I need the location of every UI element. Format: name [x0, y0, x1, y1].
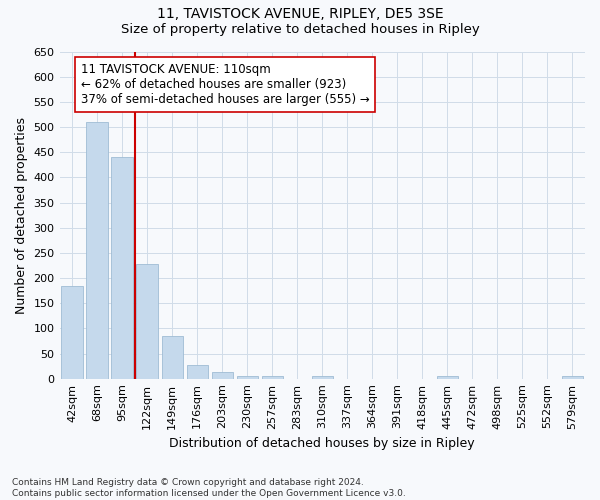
Bar [136, 264, 158, 378]
Bar [311, 376, 333, 378]
Bar [262, 376, 283, 378]
Bar [187, 364, 208, 378]
Bar [112, 157, 133, 378]
Bar [86, 122, 108, 378]
Bar [562, 376, 583, 378]
Bar [437, 376, 458, 378]
Bar [161, 336, 183, 378]
X-axis label: Distribution of detached houses by size in Ripley: Distribution of detached houses by size … [169, 437, 475, 450]
Bar [212, 372, 233, 378]
Text: 11 TAVISTOCK AVENUE: 110sqm
← 62% of detached houses are smaller (923)
37% of se: 11 TAVISTOCK AVENUE: 110sqm ← 62% of det… [80, 63, 370, 106]
Y-axis label: Number of detached properties: Number of detached properties [15, 116, 28, 314]
Text: 11, TAVISTOCK AVENUE, RIPLEY, DE5 3SE: 11, TAVISTOCK AVENUE, RIPLEY, DE5 3SE [157, 8, 443, 22]
Text: Contains HM Land Registry data © Crown copyright and database right 2024.
Contai: Contains HM Land Registry data © Crown c… [12, 478, 406, 498]
Bar [236, 376, 258, 378]
Bar [61, 286, 83, 378]
Text: Size of property relative to detached houses in Ripley: Size of property relative to detached ho… [121, 22, 479, 36]
